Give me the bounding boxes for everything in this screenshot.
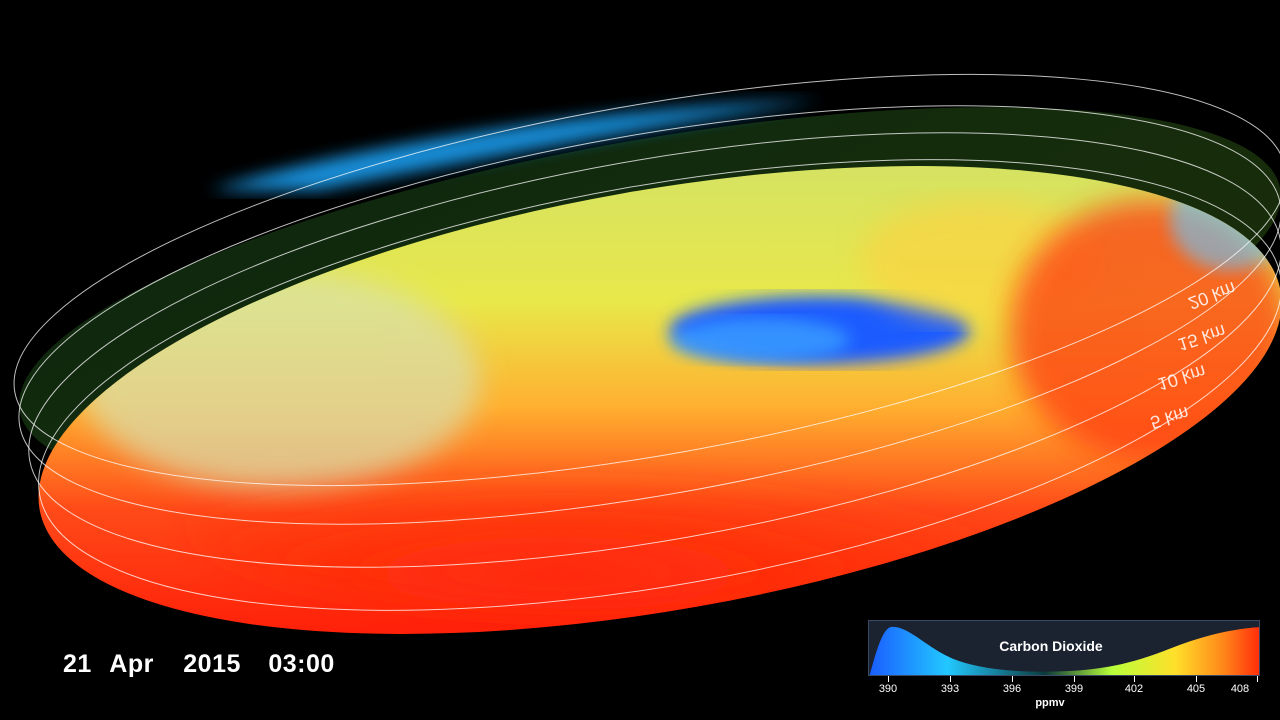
- legend-unit: ppmv: [1035, 697, 1065, 709]
- legend-tick: [1012, 676, 1013, 682]
- legend-title: Carbon Dioxide: [999, 638, 1103, 654]
- legend-tick-label: 402: [1124, 683, 1144, 695]
- timestamp: 21 Apr 2015 03:00: [63, 650, 335, 679]
- legend-tick-label: 405: [1186, 683, 1206, 695]
- legend-panel: Carbon Dioxide: [868, 620, 1260, 676]
- legend-tick-label: 393: [940, 683, 960, 695]
- timestamp-day: 21: [63, 650, 92, 678]
- timestamp-year: 2015: [183, 650, 241, 678]
- legend-tick-label: 390: [878, 683, 898, 695]
- legend-curve: [869, 621, 1259, 675]
- legend-tick: [1074, 676, 1075, 682]
- legend-tick-label: 408: [1230, 683, 1250, 695]
- co2-concentration-disc: [3, 120, 1280, 640]
- legend-tick: [888, 676, 889, 682]
- timestamp-month: Apr: [109, 650, 154, 678]
- legend-tick: [950, 676, 951, 682]
- legend-tick: [1196, 676, 1197, 682]
- legend-tick: [1134, 676, 1135, 682]
- legend-tick-label: 396: [1002, 683, 1022, 695]
- legend-ticks: [868, 676, 1260, 686]
- altitude-rings: [13, 73, 1280, 611]
- legend-tick-label: 399: [1064, 683, 1084, 695]
- legend-tick: [1257, 676, 1258, 682]
- timestamp-time: 03:00: [268, 650, 335, 678]
- color-legend: Carbon Dioxide 390 393 396 399 402 405 4…: [868, 620, 1260, 716]
